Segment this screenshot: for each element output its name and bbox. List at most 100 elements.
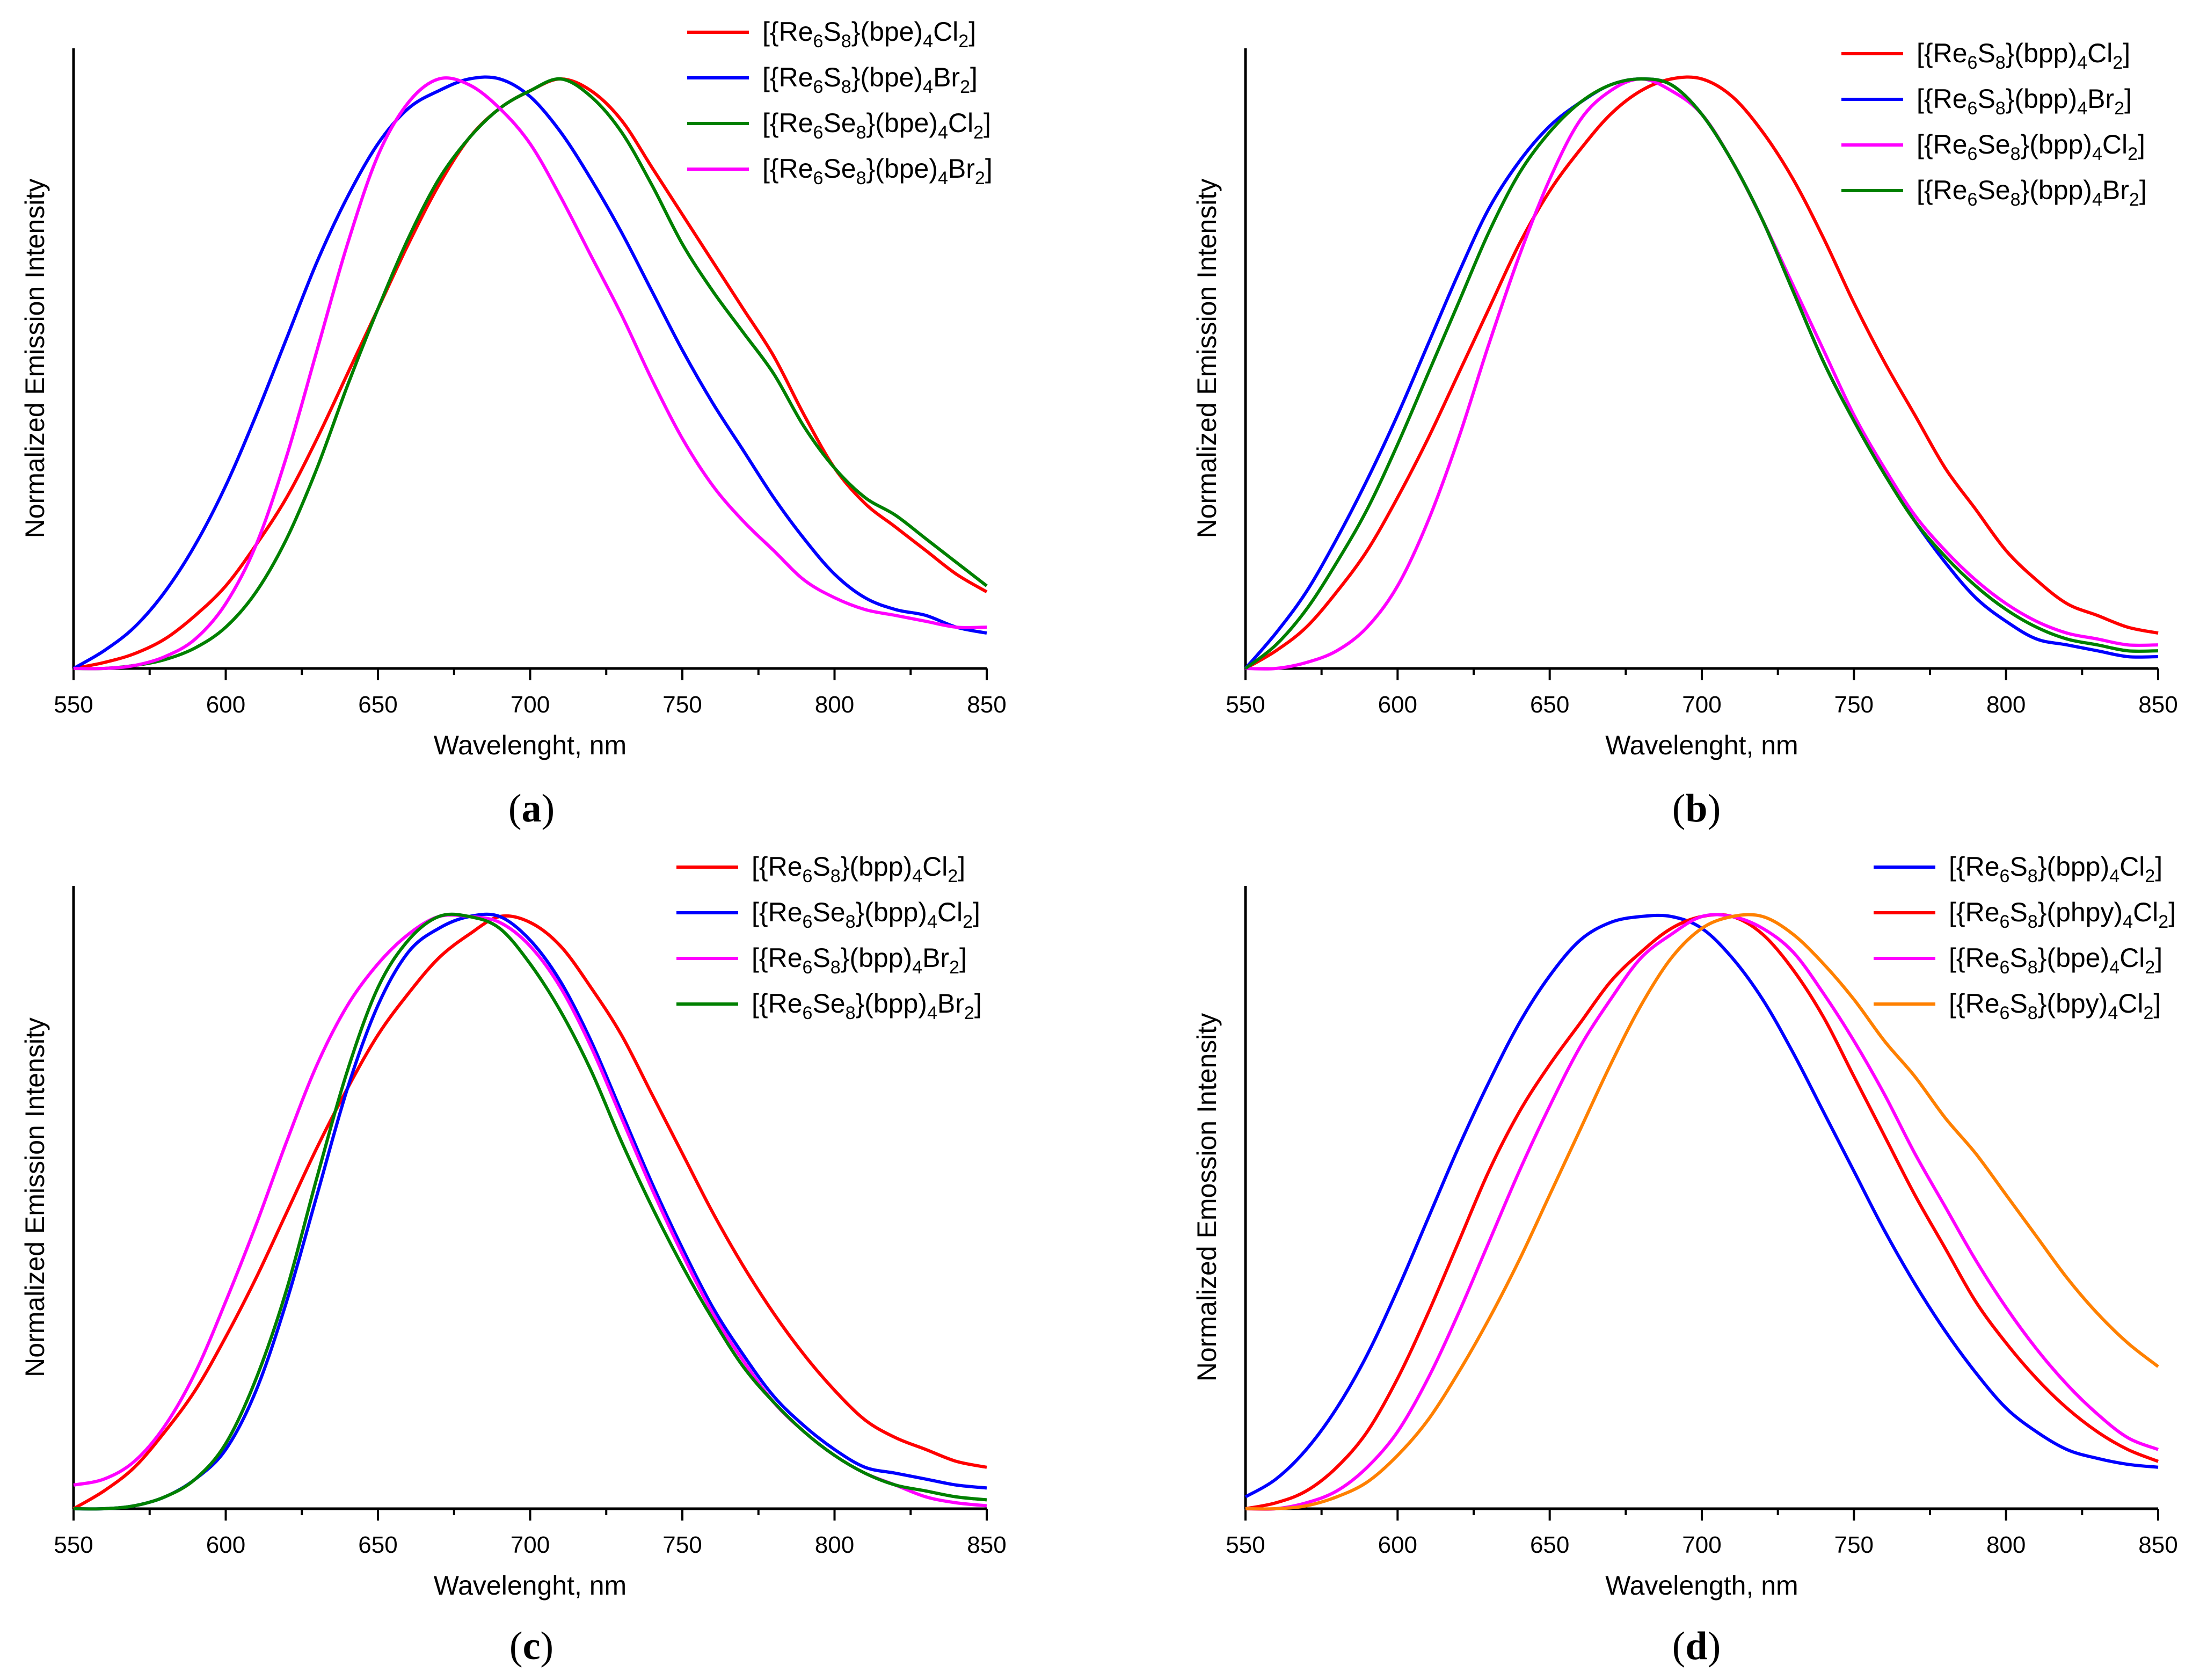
legend: [{Re6S8}(bpp)4Cl2][{Re6S8}(phpy)4Cl2][{R… [1874, 852, 2176, 1023]
panel-label: (b) [1672, 787, 1721, 831]
legend-text-part: ] [974, 988, 982, 1019]
series-line-2 [73, 912, 987, 1511]
legend-text-part: 6 [1968, 53, 1978, 73]
legend-text-part: ] [2155, 852, 2162, 882]
panel-label-open: ( [509, 1624, 523, 1668]
panel-a: 550 600 650 700 750 800 850 Wavelenght, nm Norma… [20, 17, 1007, 831]
series-line-1 [72, 914, 987, 1510]
legend-text-part: 2 [2143, 1003, 2153, 1023]
x-tick-label: 800 [815, 692, 854, 718]
x-tick-label: 650 [1530, 1532, 1569, 1558]
series-line-3 [1245, 913, 2159, 1511]
legend-entry: [{Re6Se8}(bpe)4Cl2] [762, 108, 991, 143]
legend-text-part: 2 [948, 866, 958, 886]
legend-text-part: }(bpp) [2021, 175, 2092, 205]
x-tick-label: 800 [1986, 1532, 2026, 1558]
legend-text-part: }(bpe) [866, 108, 938, 138]
legend-entry: [{Re6S8}(bpp)4Cl2] [1917, 38, 2130, 73]
legend-text-part: 2 [2113, 53, 2123, 73]
legend-text-part: 4 [938, 122, 948, 143]
legend-text-part: 4 [2109, 866, 2119, 886]
x-axis-label: Wavelength, nm [1605, 1570, 1798, 1601]
legend-text-part: 6 [1968, 190, 1978, 210]
legend-text-part: Br [933, 62, 960, 92]
legend-text-part: 6 [813, 31, 824, 52]
legend-text-part: }(bpp) [856, 988, 927, 1019]
legend-entry: [{Re6Se8}(bpe)4Br2] [762, 154, 993, 188]
legend-text-part: 2 [973, 122, 984, 143]
legend-text-part: 6 [803, 912, 813, 932]
legend-text-part: 6 [813, 122, 824, 143]
panel-label-letter: a [522, 787, 542, 831]
legend: [{Re6S8}(bpe)4Cl2][{Re6S8}(bpe)4Br2][{Re… [687, 17, 993, 188]
legend-text-part: Br [922, 943, 949, 973]
legend-text-part: 6 [2000, 866, 2010, 886]
legend-text-part: 2 [2145, 866, 2155, 886]
legend-text-part: Cl [922, 852, 948, 882]
legend-text-part: 4 [2092, 190, 2102, 210]
panel-label: (a) [508, 787, 555, 831]
legend-text-part: S [1977, 84, 1995, 114]
panel-label-open: ( [508, 787, 522, 831]
panel-label-close: ) [542, 787, 555, 831]
legend-text-part: 8 [1995, 98, 2006, 119]
legend-entry: [{Re6S8}(bpe)4Cl2] [1949, 943, 2162, 978]
panel-label-letter: d [1685, 1624, 1707, 1668]
legend-text-part: Se [823, 154, 856, 184]
x-tick-label: 650 [358, 1532, 397, 1558]
x-tick-label: 850 [967, 1532, 1006, 1558]
x-tick-label: 800 [815, 1532, 854, 1558]
x-tick-label: 750 [1834, 1532, 1874, 1558]
legend-text-part: S [2009, 852, 2027, 882]
legend-text-part: 6 [803, 1003, 813, 1023]
legend-text-part: }(bpy) [2038, 988, 2108, 1019]
legend-text-part: 8 [856, 168, 866, 188]
legend-text-part: 8 [831, 957, 841, 978]
legend-text-part: Br [948, 154, 975, 184]
legend-text-part: ] [973, 897, 980, 927]
series-line-1 [1244, 913, 2159, 1499]
legend-text-part: 8 [846, 912, 856, 932]
legend-entry: [{Re6Se8}(bpp)4Cl2] [752, 897, 980, 932]
legend-text-part: 4 [2108, 1003, 2118, 1023]
series-line-3 [73, 77, 988, 671]
x-tick-label: 750 [662, 692, 702, 718]
legend-text-part: 8 [846, 1003, 856, 1023]
legend-text-part: 2 [2128, 144, 2138, 164]
x-tick-label: 700 [511, 692, 550, 718]
panel-label-close: ) [1708, 787, 1721, 831]
legend-text-part: Cl [2133, 897, 2158, 927]
legend-text-part: [{Re [752, 988, 803, 1019]
legend-entry: [{Re6S8}(bpp)4Br2] [1917, 84, 2132, 119]
legend-text-part: [{Re [1917, 38, 1968, 68]
legend-text-part: 8 [856, 122, 866, 143]
legend: [{Re6S8}(bpp)4Cl2] [{Re6S8}(bpp)4Br2] [{Re… [1841, 38, 2147, 210]
x-tick-label: 850 [2138, 1532, 2177, 1558]
x-tick-label: 700 [1682, 1532, 1721, 1558]
series-line-1 [1244, 75, 2159, 670]
legend-text-part: 8 [2028, 912, 2038, 932]
legend-entry: [{Re6S8}(bpe)4Cl2] [762, 17, 976, 52]
legend-text-part: ] [958, 852, 965, 882]
legend-text-part: ] [2138, 129, 2145, 159]
series-line-4 [1245, 913, 2159, 1511]
x-tick-label: 600 [206, 1532, 245, 1558]
legend-text-part: ] [2124, 84, 2132, 114]
legend-text-part: ] [2168, 897, 2176, 927]
legend-text-part: 2 [975, 168, 985, 188]
legend-text-part: 2 [2114, 98, 2124, 119]
legend-text-part: ] [2155, 943, 2162, 973]
legend-text-part: 8 [2028, 957, 2038, 978]
panel-label: (d) [1672, 1624, 1721, 1668]
legend-text-part: [{Re [1949, 897, 2000, 927]
legend-text-part: S [823, 17, 841, 47]
legend-text-part: 4 [923, 31, 933, 52]
legend-text-part: 6 [2000, 1003, 2010, 1023]
legend-text-part: S [1977, 38, 1995, 68]
legend-entry: [{Re6S8}(bpp)4Cl2] [752, 852, 965, 886]
legend-text-part: S [2009, 988, 2027, 1019]
legend-text-part: }(bpp) [841, 943, 912, 973]
y-axis-label: Normalized Emossion Intensity [1192, 1013, 1222, 1381]
panel-d: 550 600 650 700 750 800 850 Wavelength, nm Norma… [1192, 852, 2178, 1668]
